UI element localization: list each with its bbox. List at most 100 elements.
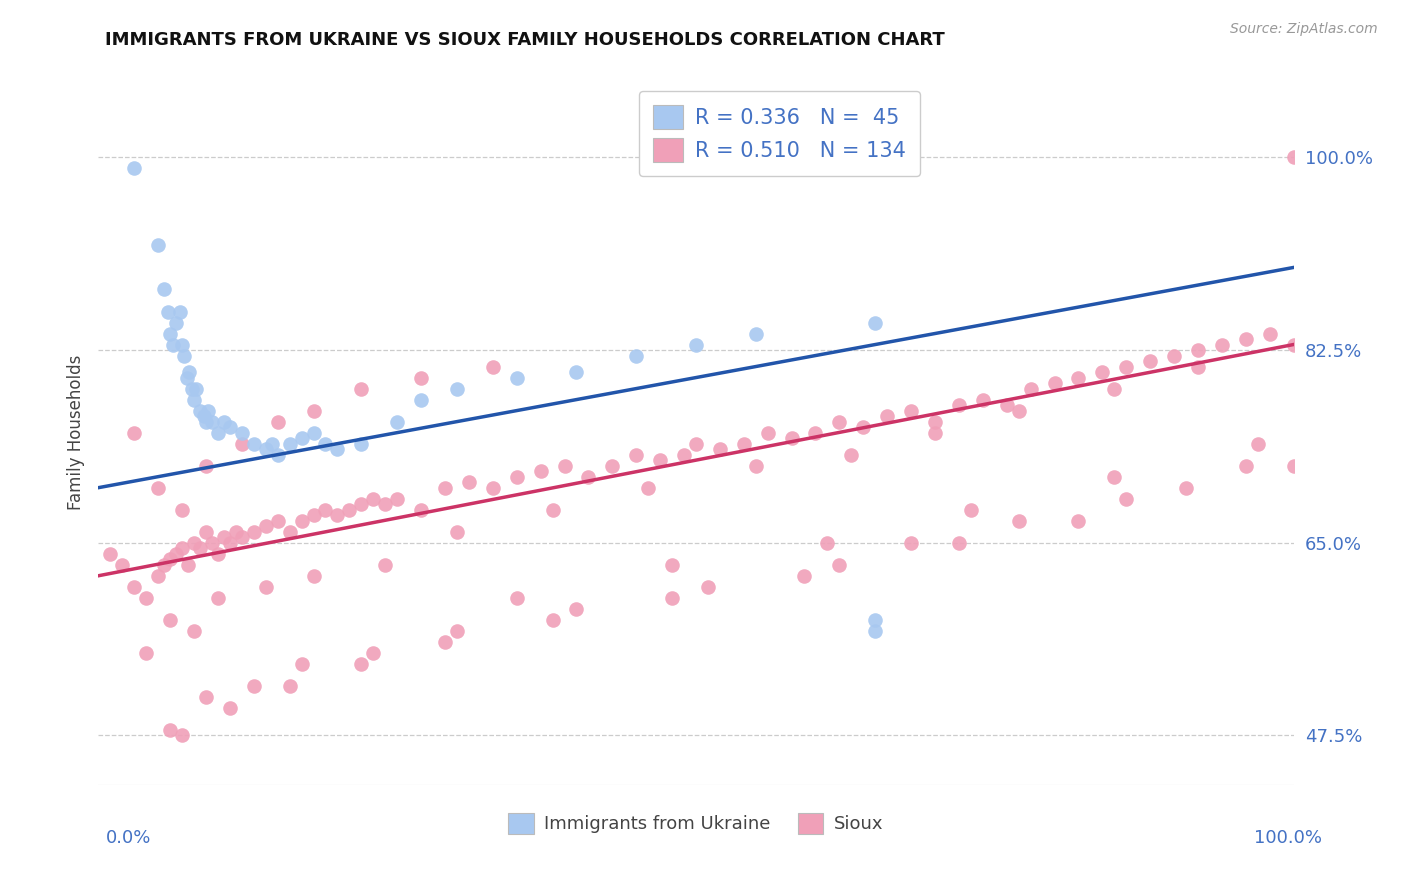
- Point: [865, 613, 887, 627]
- Point: [243, 436, 266, 450]
- Point: [159, 613, 181, 627]
- Point: [637, 481, 659, 495]
- Point: [180, 382, 202, 396]
- Point: [541, 613, 564, 627]
- Point: [315, 436, 337, 450]
- Point: [156, 304, 179, 318]
- Point: [1211, 337, 1233, 351]
- Text: 0.0%: 0.0%: [105, 829, 150, 847]
- Point: [176, 370, 198, 384]
- Point: [1008, 403, 1031, 417]
- Point: [186, 382, 208, 396]
- Point: [267, 514, 290, 528]
- Point: [541, 502, 564, 516]
- Point: [745, 458, 768, 473]
- Point: [1139, 354, 1161, 368]
- Point: [650, 453, 672, 467]
- Point: [326, 442, 349, 457]
- Point: [1187, 343, 1209, 357]
- Text: Source: ZipAtlas.com: Source: ZipAtlas.com: [1230, 22, 1378, 37]
- Point: [207, 547, 229, 561]
- Point: [828, 558, 851, 572]
- Point: [1258, 326, 1281, 341]
- Point: [482, 481, 505, 495]
- Point: [685, 436, 707, 450]
- Point: [793, 568, 815, 582]
- Point: [291, 431, 314, 445]
- Point: [183, 535, 205, 549]
- Point: [231, 436, 253, 450]
- Point: [817, 535, 839, 549]
- Point: [124, 425, 146, 440]
- Point: [482, 359, 505, 374]
- Point: [530, 464, 553, 478]
- Point: [434, 635, 457, 649]
- Point: [506, 591, 529, 605]
- Point: [852, 420, 875, 434]
- Point: [197, 403, 219, 417]
- Point: [1067, 514, 1090, 528]
- Point: [626, 448, 648, 462]
- Point: [201, 415, 224, 429]
- Point: [1104, 469, 1126, 483]
- Point: [995, 398, 1018, 412]
- Point: [661, 591, 683, 605]
- Point: [434, 481, 457, 495]
- Point: [339, 502, 361, 516]
- Point: [960, 502, 983, 516]
- Point: [350, 436, 373, 450]
- Point: [756, 425, 779, 440]
- Point: [135, 646, 157, 660]
- Point: [745, 326, 768, 341]
- Point: [385, 415, 409, 429]
- Point: [948, 398, 970, 412]
- Point: [278, 436, 301, 450]
- Point: [188, 403, 211, 417]
- Point: [153, 283, 176, 297]
- Point: [179, 365, 201, 379]
- Point: [1104, 382, 1126, 396]
- Point: [578, 469, 600, 483]
- Point: [1234, 458, 1257, 473]
- Point: [924, 425, 946, 440]
- Point: [201, 535, 224, 549]
- Point: [709, 442, 731, 457]
- Point: [733, 436, 755, 450]
- Point: [195, 458, 218, 473]
- Point: [267, 415, 290, 429]
- Point: [924, 415, 946, 429]
- Point: [207, 591, 229, 605]
- Y-axis label: Family Households: Family Households: [66, 355, 84, 510]
- Point: [446, 624, 468, 638]
- Point: [291, 514, 314, 528]
- Point: [828, 415, 851, 429]
- Point: [374, 497, 396, 511]
- Point: [219, 420, 242, 434]
- Point: [363, 646, 385, 660]
- Point: [1115, 359, 1137, 374]
- Point: [162, 337, 184, 351]
- Point: [411, 502, 433, 516]
- Point: [661, 558, 683, 572]
- Point: [506, 469, 529, 483]
- Point: [243, 524, 266, 539]
- Point: [602, 458, 624, 473]
- Point: [260, 436, 283, 450]
- Point: [1234, 332, 1257, 346]
- Point: [1008, 514, 1031, 528]
- Text: IMMIGRANTS FROM UKRAINE VS SIOUX FAMILY HOUSEHOLDS CORRELATION CHART: IMMIGRANTS FROM UKRAINE VS SIOUX FAMILY …: [105, 31, 945, 49]
- Point: [697, 580, 720, 594]
- Point: [506, 370, 529, 384]
- Point: [626, 349, 648, 363]
- Point: [148, 238, 170, 252]
- Point: [1019, 382, 1042, 396]
- Point: [111, 558, 134, 572]
- Point: [1067, 370, 1090, 384]
- Point: [225, 524, 247, 539]
- Point: [183, 624, 205, 638]
- Point: [124, 580, 146, 594]
- Point: [159, 326, 181, 341]
- Point: [804, 425, 827, 440]
- Point: [267, 448, 290, 462]
- Point: [243, 679, 266, 693]
